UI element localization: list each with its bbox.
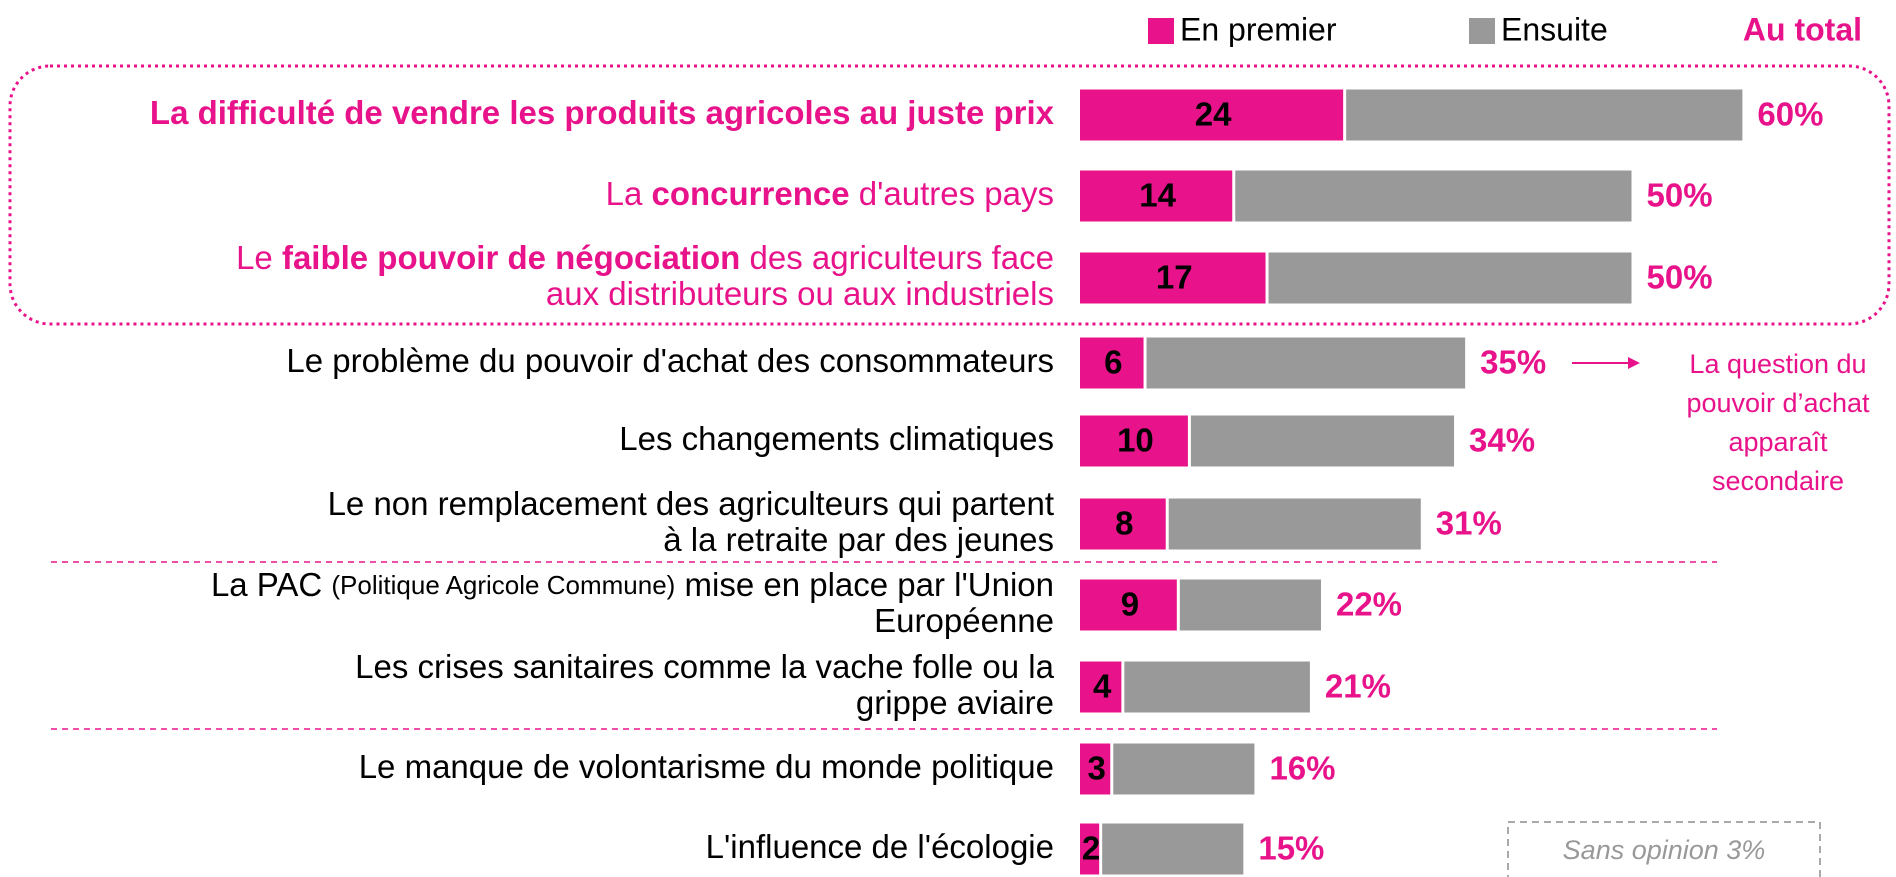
highlight-box bbox=[8, 64, 1891, 326]
category-label: Le faible pouvoir de négociation des agr… bbox=[236, 239, 1054, 276]
category-label: La PAC (Politique Agricole Commune) mise… bbox=[211, 566, 1054, 603]
category-label: Le manque de volontarisme du monde polit… bbox=[359, 748, 1054, 785]
label-run: des agriculteurs face bbox=[740, 239, 1054, 276]
label-run: mise en place par l'Union bbox=[675, 566, 1054, 603]
label-run: d'autres pays bbox=[850, 175, 1054, 212]
total-label: 60% bbox=[1757, 96, 1823, 133]
label-run: Les crises sanitaires comme la vache fol… bbox=[355, 648, 1054, 685]
legend-label: Ensuite bbox=[1501, 11, 1608, 47]
bar-segment bbox=[1190, 415, 1455, 467]
annotation: La question du bbox=[1689, 349, 1866, 379]
label-run: La difficulté de vendre les produits agr… bbox=[150, 94, 1055, 131]
label-run: concurrence bbox=[651, 175, 849, 212]
label-run: La PAC bbox=[211, 566, 331, 603]
label-run: Européenne bbox=[874, 602, 1054, 639]
bar-segment bbox=[1080, 823, 1100, 875]
total-label: 22% bbox=[1336, 586, 1402, 623]
category-label: Européenne bbox=[874, 602, 1054, 639]
total-header: Au total bbox=[1743, 11, 1862, 47]
segment-label: 2 bbox=[1082, 830, 1100, 867]
label-run: (Politique Agricole Commune) bbox=[331, 570, 675, 600]
legend-label: En premier bbox=[1180, 11, 1337, 47]
segment-label: 3 bbox=[1087, 750, 1105, 787]
annotation: apparaît bbox=[1728, 427, 1828, 457]
category-label: grippe aviaire bbox=[856, 684, 1054, 721]
bar-segment bbox=[1080, 170, 1233, 222]
bar-segment bbox=[1080, 661, 1122, 713]
segment-label: 9 bbox=[1121, 586, 1139, 623]
category-label: Les crises sanitaires comme la vache fol… bbox=[355, 648, 1054, 685]
label-run: Le problème du pouvoir d'achat des conso… bbox=[286, 342, 1054, 379]
note: Sans opinion 3% bbox=[1563, 835, 1766, 865]
category-label: La concurrence d'autres pays bbox=[606, 175, 1054, 212]
category-label: aux distributeurs ou aux industriels bbox=[546, 275, 1054, 312]
bar-segment bbox=[1080, 337, 1144, 389]
bar-segment bbox=[1146, 337, 1466, 389]
bar-segment bbox=[1080, 579, 1177, 631]
label-run: Les changements climatiques bbox=[619, 420, 1054, 457]
segment-label: 4 bbox=[1093, 668, 1112, 705]
bar-segment bbox=[1080, 252, 1266, 304]
annotation: secondaire bbox=[1712, 466, 1844, 496]
bar-segment bbox=[1346, 89, 1743, 141]
total-label: 35% bbox=[1480, 344, 1546, 381]
total-label: 50% bbox=[1647, 259, 1713, 296]
bar-segment bbox=[1179, 579, 1321, 631]
legend-swatch bbox=[1148, 18, 1174, 44]
bar-segment bbox=[1080, 415, 1188, 467]
label-run: Le non remplacement des agriculteurs qui… bbox=[328, 485, 1054, 522]
category-label: L'influence de l'écologie bbox=[706, 828, 1054, 865]
segment-label: 24 bbox=[1195, 96, 1232, 133]
bar-segment bbox=[1080, 743, 1111, 795]
bar-segment bbox=[1168, 498, 1421, 550]
total-label: 15% bbox=[1258, 830, 1324, 867]
bar-segment bbox=[1124, 661, 1310, 713]
category-label: La difficulté de vendre les produits agr… bbox=[150, 94, 1055, 131]
label-run: Le bbox=[236, 239, 282, 276]
label-run: La bbox=[606, 175, 652, 212]
segment-label: 10 bbox=[1117, 422, 1154, 459]
segment-label: 8 bbox=[1115, 505, 1133, 542]
bar-segment bbox=[1080, 498, 1166, 550]
bar-segment bbox=[1113, 743, 1255, 795]
label-run: grippe aviaire bbox=[856, 684, 1054, 721]
bar-segment bbox=[1268, 252, 1632, 304]
bar-segment bbox=[1080, 89, 1344, 141]
label-run: faible pouvoir de négociation bbox=[282, 239, 740, 276]
segment-label: 6 bbox=[1104, 344, 1122, 381]
total-label: 31% bbox=[1436, 505, 1502, 542]
total-label: 21% bbox=[1325, 668, 1391, 705]
label-run: à la retraite par des jeunes bbox=[663, 521, 1054, 558]
category-label: à la retraite par des jeunes bbox=[663, 521, 1054, 558]
bar-segment bbox=[1102, 823, 1244, 875]
bar-segment bbox=[1235, 170, 1632, 222]
legend-swatch bbox=[1469, 18, 1495, 44]
total-label: 34% bbox=[1469, 422, 1535, 459]
label-run: aux distributeurs ou aux industriels bbox=[546, 275, 1054, 312]
total-label: 16% bbox=[1269, 750, 1335, 787]
total-label: 50% bbox=[1647, 177, 1713, 214]
segment-label: 17 bbox=[1156, 259, 1193, 296]
category-label: Le problème du pouvoir d'achat des conso… bbox=[286, 342, 1054, 379]
category-label: Les changements climatiques bbox=[619, 420, 1054, 457]
category-label: Le non remplacement des agriculteurs qui… bbox=[328, 485, 1054, 522]
label-run: L'influence de l'écologie bbox=[706, 828, 1054, 865]
segment-label: 14 bbox=[1139, 177, 1176, 214]
annotation: pouvoir d’achat bbox=[1686, 388, 1870, 418]
label-run: Le manque de volontarisme du monde polit… bbox=[359, 748, 1054, 785]
note-box bbox=[1507, 821, 1821, 877]
arrow-head bbox=[1628, 357, 1640, 369]
